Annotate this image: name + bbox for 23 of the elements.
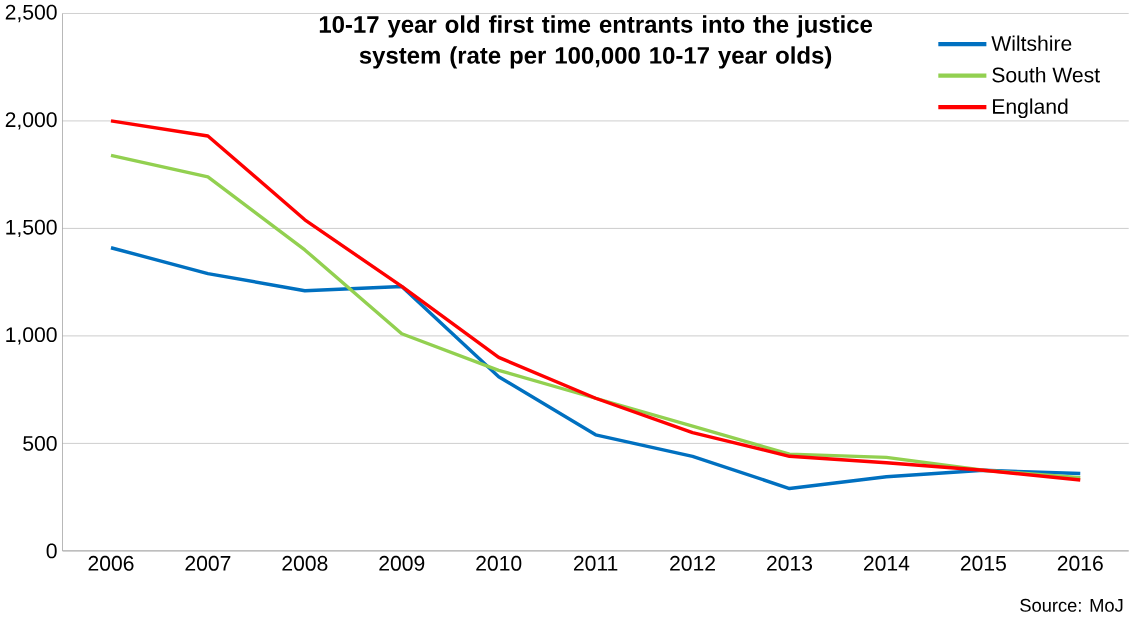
x-tick-label: 2010 (476, 556, 522, 572)
y-tick-label: 2,000 (5, 112, 57, 130)
x-tick-label: 2013 (767, 556, 813, 572)
y-tick-label: 2,500 (5, 4, 57, 23)
x-tick-label: 2009 (379, 556, 425, 572)
y-tick-label: 0 (46, 543, 57, 559)
x-tick-label: 2016 (1057, 556, 1103, 572)
x-tick-label: 2011 (573, 556, 618, 572)
y-tick-label: 1,500 (6, 219, 57, 238)
text: 10-17 year old first time entrants into the justice system (rate per 100,000 10-17 year olds) (319, 15, 873, 69)
legend-label: South West (992, 67, 1100, 83)
x-tick-label: 2006 (88, 556, 134, 572)
y-tick-label: 1,000 (6, 327, 57, 345)
line-series (109, 246, 1082, 491)
x-tick-label: 2008 (282, 556, 328, 572)
legend-label: Wiltshire (991, 35, 1072, 52)
x-tick-label: 2012 (670, 556, 715, 572)
x-tick-label: 2015 (960, 556, 1006, 572)
x-tick-label: 2007 (185, 556, 231, 572)
y-tick-label: 500 (23, 436, 57, 452)
legend-label: England (993, 98, 1068, 119)
source-note: Source: MoJ (1020, 599, 1123, 613)
x-tick-label: 2014 (863, 556, 910, 572)
